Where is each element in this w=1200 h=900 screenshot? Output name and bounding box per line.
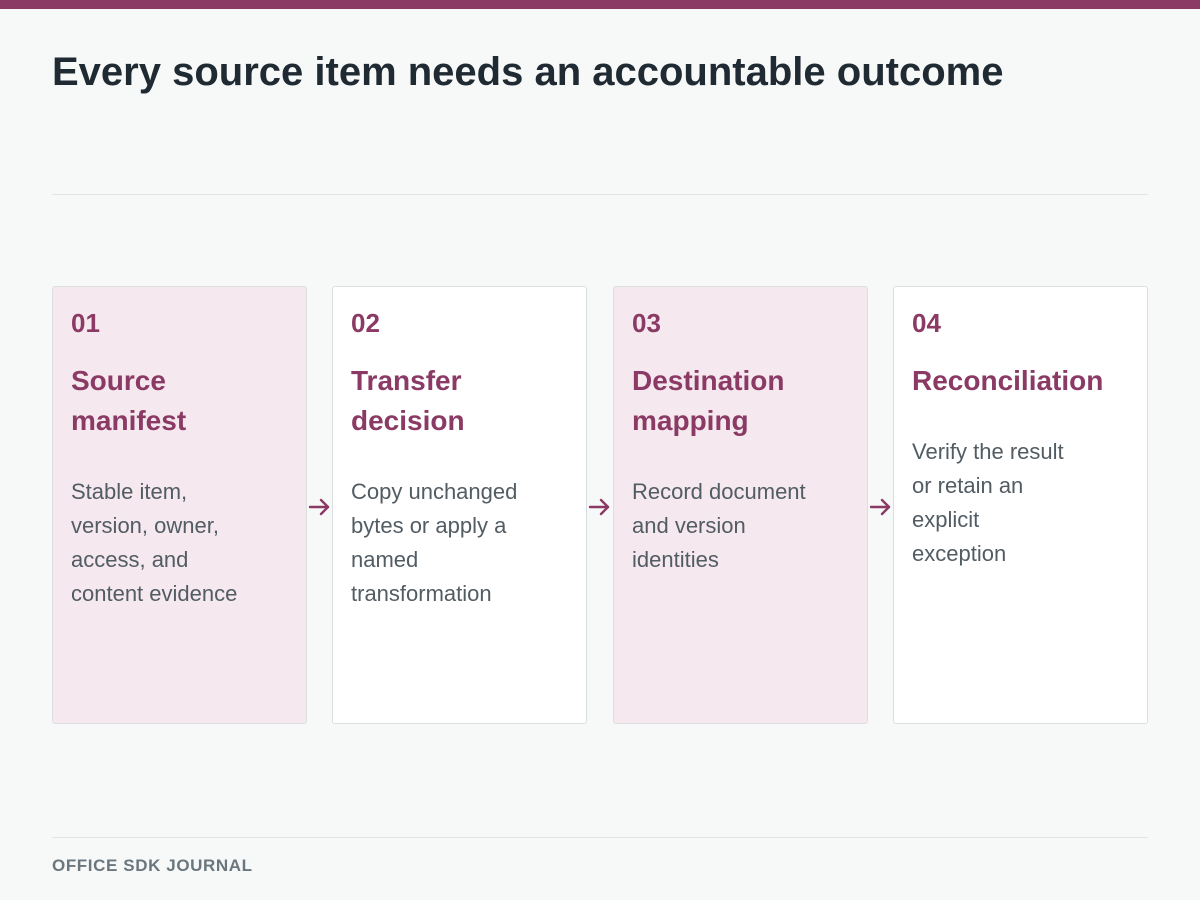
step-description-line: transformation bbox=[351, 581, 492, 606]
step-description-line: Copy unchanged bbox=[351, 479, 518, 504]
step-card-reconciliation: 04 Reconciliation Verify the result or r… bbox=[893, 286, 1148, 724]
right-arrow-icon bbox=[308, 498, 330, 516]
step-card-destination-mapping: 03 Destination mapping Record document a… bbox=[613, 286, 868, 724]
step-description-line: Verify the result bbox=[912, 439, 1064, 464]
step-title-line: Transfer bbox=[351, 365, 462, 396]
step-card-transfer-decision: 02 Transfer decision Copy unchanged byte… bbox=[332, 286, 587, 724]
step-card-source-manifest: 01 Source manifest Stable item, version,… bbox=[52, 286, 307, 724]
step-description-line: Record document bbox=[632, 479, 806, 504]
step-description-line: explicit bbox=[912, 507, 980, 532]
process-steps: 01 Source manifest Stable item, version,… bbox=[52, 286, 1148, 724]
step-title: Destination mapping bbox=[632, 361, 849, 441]
step-number: 02 bbox=[351, 308, 380, 338]
step-description: Stable item, version, owner, access, and… bbox=[71, 475, 288, 611]
step-title: Transfer decision bbox=[351, 361, 568, 441]
step-title: Reconciliation bbox=[912, 361, 1129, 401]
step-description-line: and version bbox=[632, 513, 746, 538]
step-description-line: named bbox=[351, 547, 419, 572]
page-title: Every source item needs an accountable o… bbox=[52, 50, 1004, 94]
step-title-line: decision bbox=[351, 405, 465, 436]
step-description-line: or retain an bbox=[912, 473, 1024, 498]
step-number: 04 bbox=[912, 308, 941, 338]
step-title-line: Source bbox=[71, 365, 166, 396]
step-number: 03 bbox=[632, 308, 661, 338]
step-title: Source manifest bbox=[71, 361, 288, 441]
step-description: Record document and version identities bbox=[632, 475, 849, 577]
step-number: 01 bbox=[71, 308, 100, 338]
step-title-line: mapping bbox=[632, 405, 749, 436]
step-description: Verify the result or retain an explicit … bbox=[912, 435, 1129, 571]
step-description-line: content evidence bbox=[71, 581, 238, 606]
right-arrow-icon bbox=[869, 498, 891, 516]
right-arrow-icon bbox=[588, 498, 610, 516]
step-description-line: exception bbox=[912, 541, 1007, 566]
footer-brand: OFFICE SDK JOURNAL bbox=[52, 856, 253, 875]
step-description: Copy unchanged bytes or apply a named tr… bbox=[351, 475, 568, 611]
step-title-line: Reconciliation bbox=[912, 365, 1104, 396]
step-title-line: Destination bbox=[632, 365, 785, 396]
step-description-line: bytes or apply a bbox=[351, 513, 507, 538]
step-description-line: Stable item, bbox=[71, 479, 188, 504]
header-divider bbox=[52, 194, 1148, 195]
top-accent-bar bbox=[0, 0, 1200, 9]
step-description-line: version, owner, bbox=[71, 513, 219, 538]
step-description-line: access, and bbox=[71, 547, 189, 572]
step-title-line: manifest bbox=[71, 405, 187, 436]
footer-divider bbox=[52, 837, 1148, 838]
step-description-line: identities bbox=[632, 547, 719, 572]
